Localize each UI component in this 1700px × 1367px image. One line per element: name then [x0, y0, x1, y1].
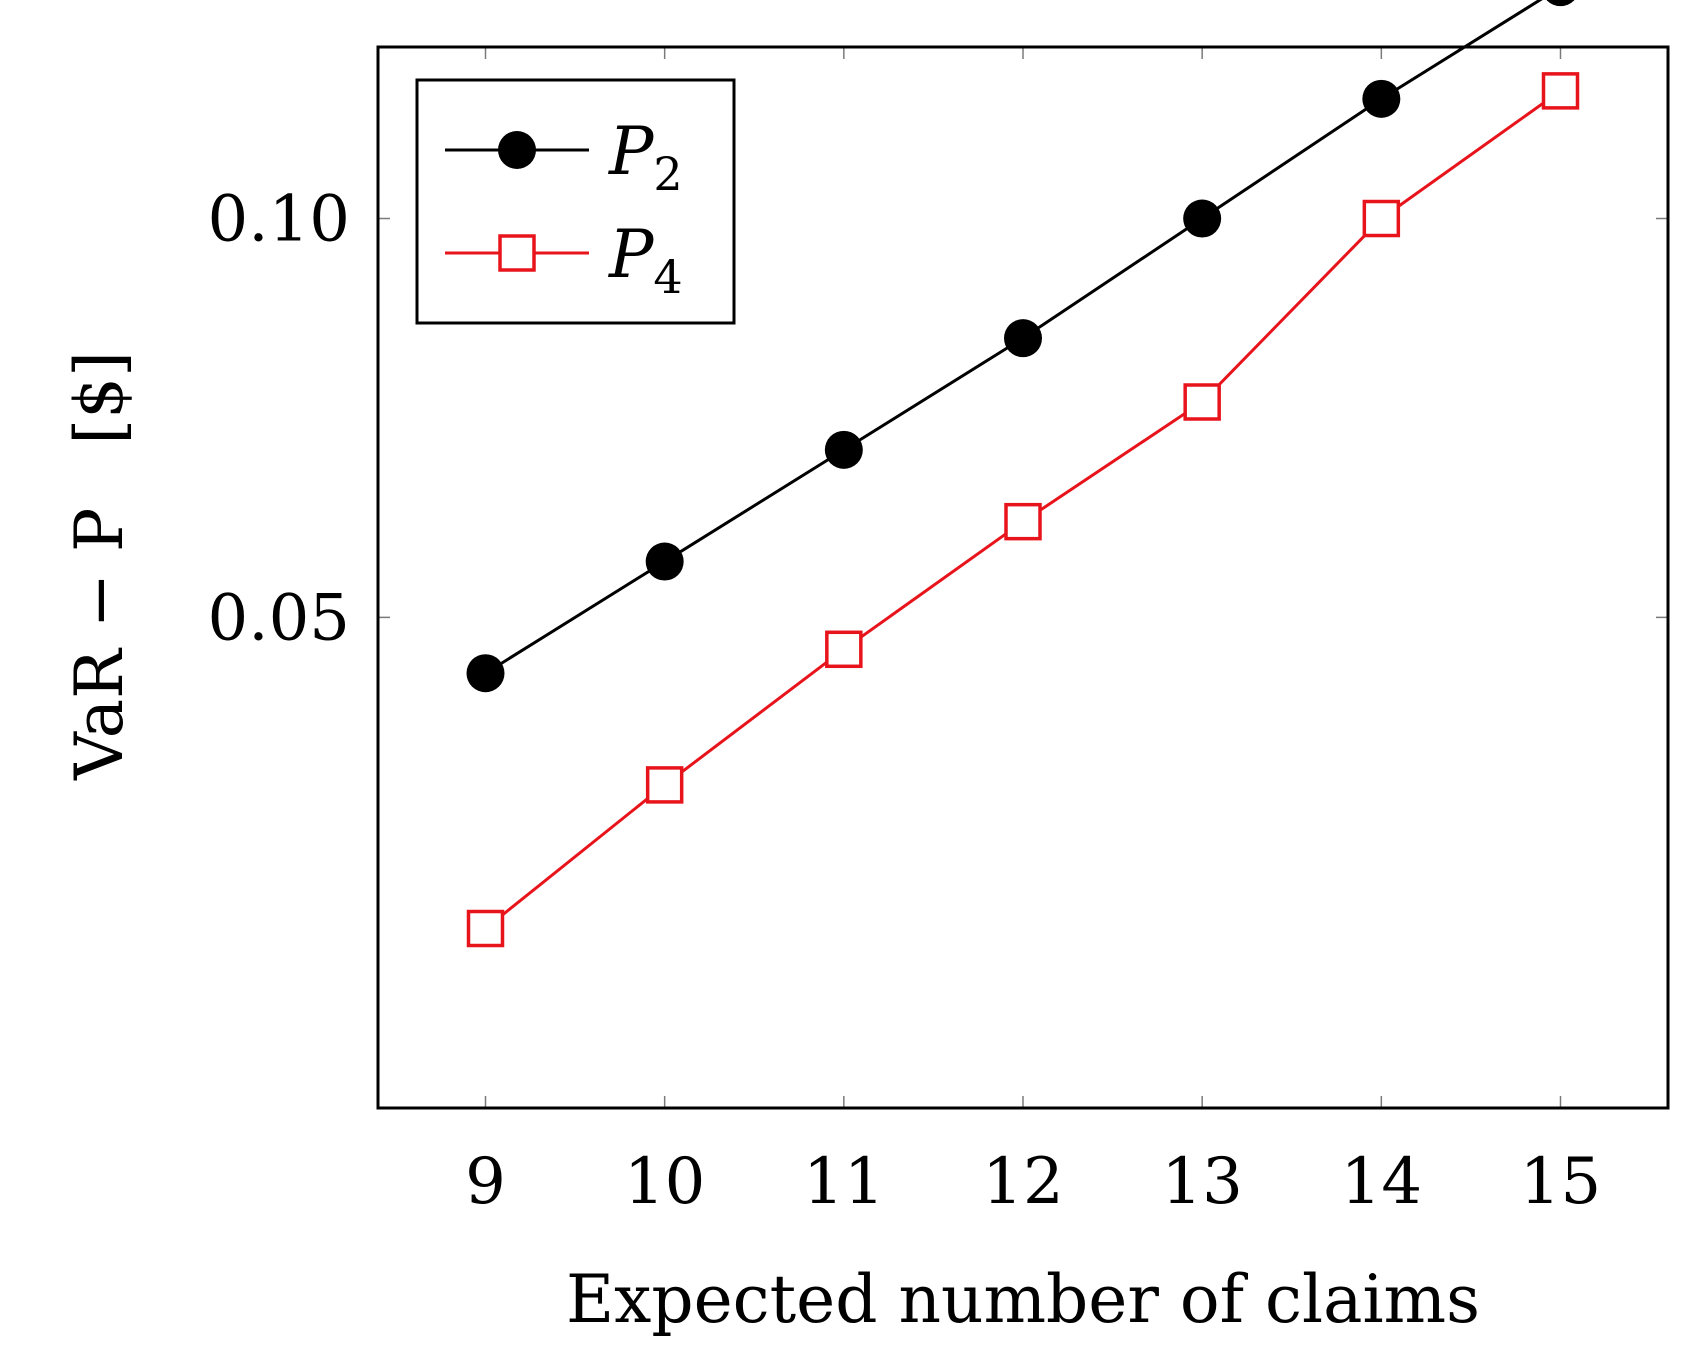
tick-labels: 9 10 11 12 13 14 15 0.05 0.10: [208, 183, 1602, 1219]
data-point: [1541, 72, 1580, 110]
x-tick-label: 13: [1161, 1145, 1242, 1219]
x-tick-label: 10: [624, 1145, 705, 1219]
data-point: [825, 630, 863, 669]
data-point: [1546, 0, 1575, 7]
legend-marker: [498, 234, 536, 272]
x-axis-title: Expected number of claims: [566, 1261, 1480, 1338]
series-layer: [466, 0, 1580, 948]
data-point: [1183, 383, 1221, 421]
legend-label-base: P: [608, 216, 655, 293]
x-tick-label: 12: [982, 1145, 1063, 1219]
legend-label-base: P: [608, 113, 655, 190]
legend-box: [415, 78, 736, 325]
x-tick-label: 9: [465, 1145, 506, 1219]
y-tick-label: 0.05: [208, 581, 351, 655]
tick-marks: [378, 47, 1668, 1108]
series-P2: [466, 0, 1575, 693]
y-axis-title: VaR − P [$]: [61, 351, 138, 781]
legend-marker: [498, 131, 536, 169]
x-tick-label: 14: [1341, 1145, 1422, 1219]
data-point: [1183, 199, 1222, 238]
data-point: [466, 654, 505, 693]
data-point: [824, 430, 863, 469]
legend-label: P4: [608, 216, 683, 304]
data-point: [645, 766, 684, 804]
plot-frame: [376, 45, 1670, 1110]
data-point: [1362, 79, 1401, 118]
y-tick-label: 0.10: [208, 183, 351, 257]
legend-entry: P2: [445, 113, 683, 201]
data-point: [1362, 199, 1401, 238]
legend-entry: P4: [445, 216, 683, 304]
legend-label-subscript: 4: [653, 250, 682, 304]
data-point: [1004, 502, 1042, 541]
x-tick-label: 11: [803, 1145, 884, 1219]
data-point: [1004, 319, 1042, 358]
legend-label: P2: [608, 113, 683, 201]
x-tick-label: 15: [1520, 1145, 1601, 1219]
legend-label-subscript: 2: [653, 147, 682, 201]
data-point: [645, 542, 684, 581]
data-point: [466, 909, 505, 948]
series-P4: [466, 72, 1580, 948]
